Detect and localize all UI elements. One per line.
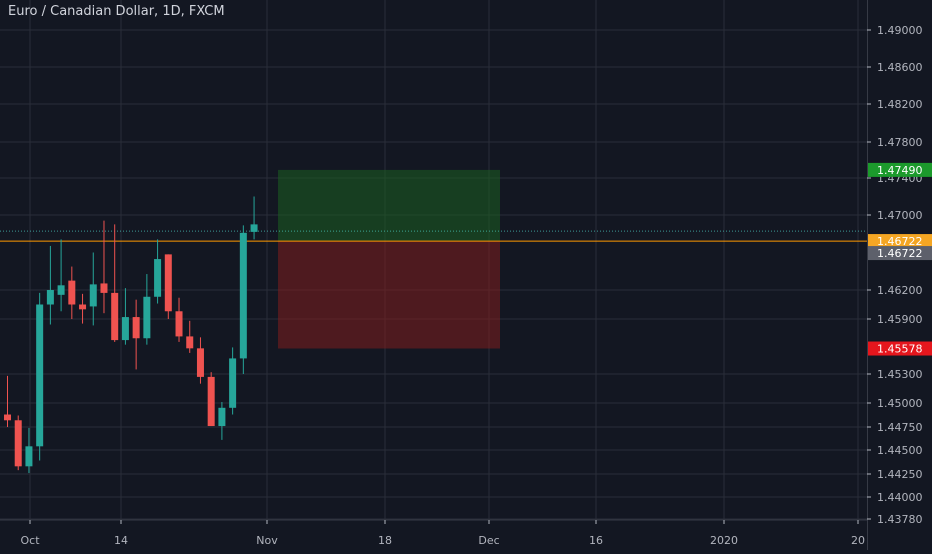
candle-body bbox=[250, 224, 258, 232]
candle-body bbox=[143, 296, 151, 339]
candle-body bbox=[239, 232, 247, 359]
price-tick-label: 1.44750 bbox=[877, 421, 923, 434]
entry-price-label-bg bbox=[868, 234, 932, 249]
candle-body bbox=[175, 311, 183, 337]
candle-body bbox=[186, 336, 194, 349]
candle-body bbox=[68, 280, 76, 305]
candle-body bbox=[46, 290, 54, 305]
entry-price-label: 1.46722 bbox=[877, 235, 923, 248]
candle-body bbox=[4, 414, 11, 421]
loss-zone bbox=[278, 241, 500, 349]
time-tick-label: 2020 bbox=[710, 534, 738, 547]
time-tick-label: 20 bbox=[851, 534, 865, 547]
price-tick-label: 1.47800 bbox=[877, 136, 923, 149]
candle-body bbox=[132, 317, 140, 339]
candle-body bbox=[100, 283, 108, 293]
candle-body bbox=[57, 285, 65, 295]
price-tick-label: 1.44500 bbox=[877, 444, 923, 457]
candle-body bbox=[164, 254, 172, 312]
price-tick-label: 1.46200 bbox=[877, 284, 923, 297]
price-tick-label: 1.47000 bbox=[877, 209, 923, 222]
time-tick-label: 18 bbox=[378, 534, 392, 547]
candle-body bbox=[14, 420, 22, 467]
price-tick-label: 1.45900 bbox=[877, 313, 923, 326]
price-tick-label: 1.44000 bbox=[877, 491, 923, 504]
price-tick-label: 1.45000 bbox=[877, 397, 923, 410]
price-tick-label: 1.49000 bbox=[877, 24, 923, 37]
target-price-label-bg bbox=[868, 162, 932, 177]
stop-price-label: 1.45578 bbox=[877, 343, 923, 356]
time-tick-label: 14 bbox=[114, 534, 128, 547]
candle-body bbox=[229, 358, 237, 408]
price-tick-label: 1.44250 bbox=[877, 468, 923, 481]
time-tick-label: Nov bbox=[256, 534, 278, 547]
target-price-label: 1.47490 bbox=[877, 164, 923, 177]
candle-body bbox=[196, 348, 204, 377]
price-axis bbox=[867, 0, 932, 550]
candle-body bbox=[111, 292, 119, 341]
time-tick-label: 16 bbox=[589, 534, 603, 547]
price-tick-label: 1.48200 bbox=[877, 98, 923, 111]
candle-body bbox=[25, 446, 33, 467]
candle-body bbox=[121, 317, 129, 341]
stop-price-label-bg bbox=[868, 341, 932, 356]
last-price-label-bg bbox=[868, 246, 932, 261]
price-tick-label: 1.48600 bbox=[877, 61, 923, 74]
time-tick-label: Dec bbox=[478, 534, 499, 547]
candle-body bbox=[79, 304, 87, 310]
candle-body bbox=[218, 407, 226, 427]
price-tick-label: 1.43780 bbox=[877, 513, 923, 526]
candle-body bbox=[36, 304, 44, 447]
candle-body bbox=[207, 376, 215, 427]
price-tick-label: 1.45300 bbox=[877, 368, 923, 381]
time-tick-label: Oct bbox=[20, 534, 40, 547]
symbol-title: Euro / Canadian Dollar, 1D, FXCM bbox=[8, 4, 225, 19]
last-price-label: 1.46722 bbox=[877, 247, 923, 260]
candle-body bbox=[154, 259, 162, 297]
profit-zone bbox=[278, 169, 500, 242]
candle-body bbox=[89, 284, 97, 307]
